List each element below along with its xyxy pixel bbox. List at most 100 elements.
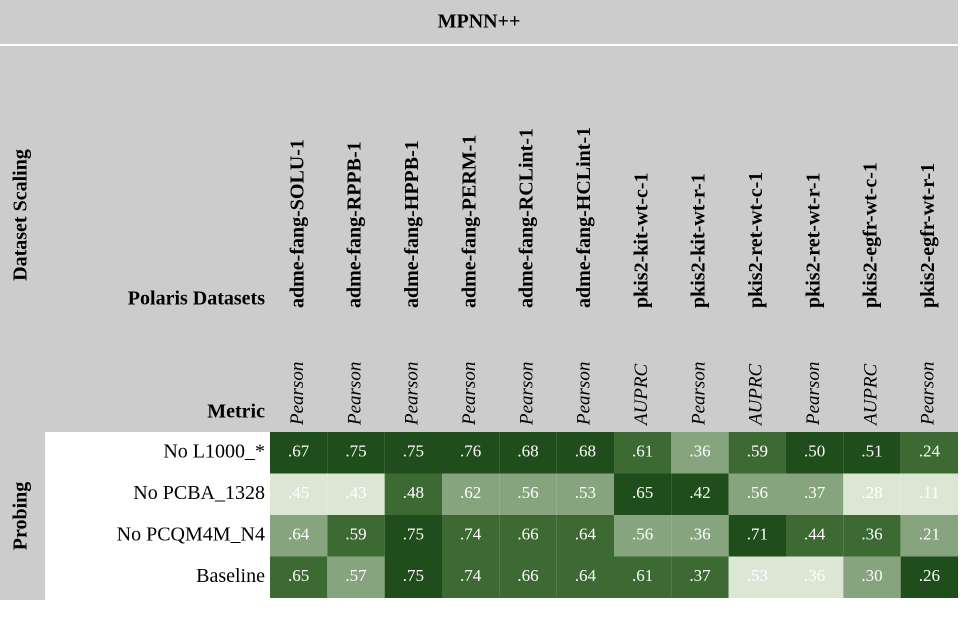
cell-bg xyxy=(614,473,672,515)
cell-bg xyxy=(442,473,500,515)
column-metric: Pearson xyxy=(287,362,308,426)
cell-value: .21 xyxy=(919,525,940,544)
column-name: pkis2-kit-wt-c-1 xyxy=(630,172,652,308)
cell-bg xyxy=(499,432,557,474)
cell-value: .64 xyxy=(288,525,310,544)
group-bg xyxy=(0,432,45,600)
cell-bg xyxy=(843,515,901,557)
cell-bg xyxy=(786,432,844,474)
cell-bg xyxy=(843,556,901,598)
column-name: pkis2-ret-wt-c-1 xyxy=(745,172,767,308)
cell-bg xyxy=(786,473,844,515)
group-label: Probing xyxy=(10,482,32,551)
cell-bg xyxy=(384,473,442,515)
cell-bg xyxy=(384,515,442,557)
header-bg xyxy=(0,0,958,432)
cell-value: .53 xyxy=(575,483,596,502)
cell-value: .65 xyxy=(288,566,309,585)
cell-bg xyxy=(900,556,958,598)
row-label: No PCQM4M_N4 xyxy=(117,523,265,545)
cell-value: .26 xyxy=(919,566,940,585)
cell-value: .53 xyxy=(747,566,768,585)
cell-value: .62 xyxy=(460,483,481,502)
datasets-label: Polaris Datasets xyxy=(128,288,265,310)
cell-bg xyxy=(270,432,328,474)
cell-bg xyxy=(270,473,328,515)
column-metric: Pearson xyxy=(803,362,824,426)
cell-bg xyxy=(442,515,500,557)
cell-bg xyxy=(442,432,500,474)
column-name: pkis2-kit-wt-r-1 xyxy=(688,173,710,308)
cell-bg xyxy=(900,473,958,515)
cell-value: .75 xyxy=(403,566,424,585)
cell-bg xyxy=(556,515,614,557)
column-metric: AUPRC xyxy=(746,363,767,427)
cell-value: .59 xyxy=(747,442,768,461)
column-name: adme-fang-HPPB-1 xyxy=(401,140,423,308)
column-metric: Pearson xyxy=(688,362,709,426)
cell-value: .56 xyxy=(747,483,768,502)
column-metric: AUPRC xyxy=(860,363,881,427)
cell-bg xyxy=(900,432,958,474)
cell-value: .74 xyxy=(460,525,482,544)
cell-bg xyxy=(786,515,844,557)
cell-value: .36 xyxy=(689,442,710,461)
column-metric: Pearson xyxy=(344,362,365,426)
cell-value: .56 xyxy=(632,525,653,544)
cell-bg xyxy=(327,432,385,474)
cell-value: .68 xyxy=(517,442,538,461)
cell-value: .75 xyxy=(345,442,366,461)
column-metric: Pearson xyxy=(918,362,939,426)
cell-value: .36 xyxy=(861,525,882,544)
cell-bg xyxy=(556,473,614,515)
cell-bg xyxy=(327,556,385,598)
cell-value: .75 xyxy=(403,442,424,461)
cell-bg xyxy=(728,473,786,515)
section-label: Dataset Scaling xyxy=(10,149,32,281)
cell-value: .68 xyxy=(575,442,596,461)
cell-value: .42 xyxy=(689,483,710,502)
cell-bg xyxy=(442,556,500,598)
cell-bg xyxy=(786,556,844,598)
cell-value: .50 xyxy=(804,442,825,461)
cell-value: .43 xyxy=(345,483,366,502)
cell-value: .56 xyxy=(517,483,538,502)
column-name: adme-fang-RCLint-1 xyxy=(516,128,538,308)
cell-value: .75 xyxy=(403,525,424,544)
cell-bg xyxy=(499,556,557,598)
metric-label: Metric xyxy=(207,401,265,423)
cell-bg xyxy=(728,432,786,474)
column-metric: Pearson xyxy=(402,362,423,426)
cell-bg xyxy=(556,432,614,474)
cell-value: .57 xyxy=(345,566,367,585)
cell-bg xyxy=(499,473,557,515)
cell-bg xyxy=(614,432,672,474)
column-metric: Pearson xyxy=(459,362,480,426)
cell-bg xyxy=(499,515,557,557)
column-name: pkis2-ret-wt-r-1 xyxy=(802,172,824,308)
cell-bg xyxy=(728,515,786,557)
cell-value: .37 xyxy=(804,483,826,502)
cell-value: .61 xyxy=(632,566,653,585)
cell-value: .64 xyxy=(575,566,597,585)
cell-bg xyxy=(384,556,442,598)
cell-bg xyxy=(671,556,729,598)
cell-value: .36 xyxy=(689,525,710,544)
cell-value: .48 xyxy=(403,483,424,502)
column-metric: Pearson xyxy=(574,362,595,426)
cell-bg xyxy=(327,515,385,557)
column-name: adme-fang-SOLU-1 xyxy=(286,139,308,308)
column-name: adme-fang-RPPB-1 xyxy=(344,141,366,308)
cell-bg xyxy=(556,556,614,598)
column-metric: Pearson xyxy=(516,362,537,426)
cell-bg xyxy=(843,473,901,515)
cell-value: .11 xyxy=(919,483,940,502)
cell-bg xyxy=(671,473,729,515)
cell-bg xyxy=(327,473,385,515)
cell-value: .66 xyxy=(517,566,538,585)
cell-value: .74 xyxy=(460,566,482,585)
cell-value: .44 xyxy=(804,525,826,544)
column-metric: AUPRC xyxy=(631,363,652,427)
cell-value: .36 xyxy=(804,566,825,585)
